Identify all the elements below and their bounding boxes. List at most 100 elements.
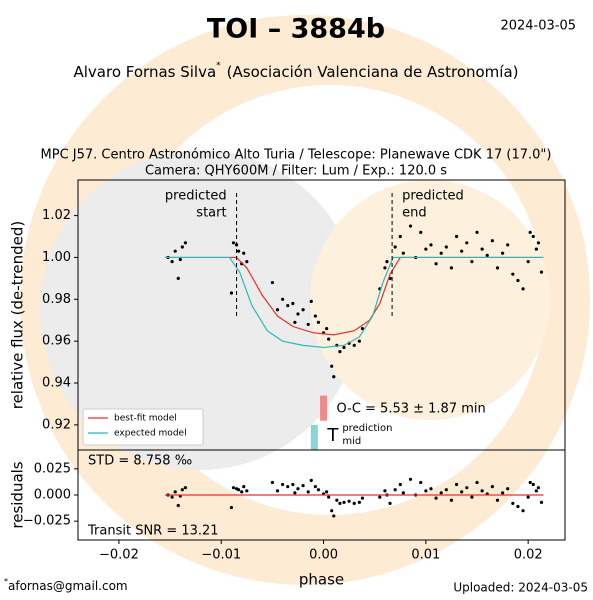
data-point: [475, 480, 479, 485]
data-point: [465, 241, 469, 245]
data-point: [506, 487, 510, 491]
data-point: [316, 488, 321, 492]
author-mark: *: [216, 61, 221, 71]
data-point: [231, 486, 236, 490]
oc-bar: [320, 395, 328, 421]
data-point: [170, 260, 174, 264]
data-point: [454, 482, 459, 487]
legend-label: best-fit model: [114, 414, 177, 424]
data-point: [325, 327, 329, 331]
data-point: [342, 500, 346, 504]
email-line: *afornas@gmail.com: [4, 577, 128, 593]
data-point: [439, 251, 443, 255]
data-point: [313, 485, 317, 489]
data-point: [293, 320, 297, 324]
data-point: [383, 266, 387, 270]
data-point: [309, 299, 313, 303]
y-tick-label: 0.94: [42, 376, 71, 391]
data-point: [281, 297, 285, 301]
date: 2024-03-05: [500, 19, 576, 34]
data-point: [242, 485, 246, 489]
model-line: [164, 256, 544, 336]
data-point: [465, 486, 469, 490]
data-point: [176, 503, 180, 508]
data-point: [330, 509, 334, 513]
data-point: [526, 495, 530, 499]
data-point: [521, 509, 525, 513]
data-point: [490, 239, 494, 243]
prediction-sup: prediction: [342, 423, 392, 434]
data-point: [275, 308, 280, 312]
model-line: [164, 256, 544, 349]
data-point: [296, 487, 300, 491]
data-point: [454, 234, 459, 239]
data-point: [434, 496, 438, 500]
x-tick-label: −0.02: [99, 548, 139, 563]
data-point: [332, 514, 336, 518]
data-point: [401, 251, 405, 255]
y-tick-label: 0.98: [42, 292, 71, 307]
data-point: [449, 498, 454, 502]
data-point: [536, 241, 540, 245]
data-point: [401, 491, 405, 495]
data-point: [270, 480, 274, 485]
data-point: [388, 501, 392, 505]
data-point: [301, 308, 305, 312]
data-point: [385, 260, 389, 264]
x-tick-label: −0.01: [201, 548, 241, 563]
data-point: [470, 495, 474, 499]
data-point: [460, 249, 464, 253]
data-point: [242, 251, 246, 255]
data-point: [313, 314, 317, 318]
data-point: [178, 257, 182, 262]
data-point: [424, 247, 428, 251]
data-point: [170, 495, 174, 499]
data-point: [495, 498, 500, 502]
data-point: [301, 483, 305, 488]
data-point: [419, 230, 423, 234]
y-axis-label: residuals: [9, 461, 27, 528]
legend-box: [82, 408, 204, 446]
data-point: [526, 260, 530, 264]
data-point: [434, 262, 438, 266]
data-point: [237, 488, 241, 492]
prediction-bar: [310, 424, 318, 450]
data-point: [393, 488, 397, 492]
data-point: [500, 491, 505, 495]
data-point: [183, 241, 188, 245]
data-point: [485, 253, 489, 257]
data-point: [338, 350, 342, 354]
data-point: [521, 287, 525, 291]
data-point: [480, 247, 484, 251]
oc-label: O-C = 5.53 ± 1.87 min: [337, 402, 486, 417]
data-point: [506, 243, 510, 247]
data-point: [325, 490, 329, 494]
predicted-label: predicted: [402, 189, 464, 204]
x-axis-label: phase: [299, 571, 344, 589]
data-point: [393, 245, 397, 249]
data-point: [352, 501, 356, 505]
data-point: [444, 488, 448, 492]
data-point: [449, 266, 454, 270]
watermark-o: [310, 180, 550, 420]
legend-label: expected model: [114, 429, 187, 439]
watermark: [20, 15, 590, 585]
data-point: [383, 489, 387, 493]
data-point: [330, 364, 334, 368]
predicted-label: predicted: [165, 189, 227, 204]
data-point: [352, 343, 356, 347]
data-point: [516, 278, 520, 283]
data-point: [327, 337, 331, 341]
y-tick-label: 0.96: [42, 334, 71, 349]
data-point: [229, 505, 234, 510]
std-label: STD = 8.758 ‰: [88, 454, 192, 469]
y-tick-label: 0.025: [34, 461, 71, 476]
data-point: [408, 224, 413, 228]
x-tick-label: 0.02: [514, 548, 543, 563]
data-point: [180, 245, 184, 249]
data-point: [516, 504, 520, 509]
y-axis-label: relative flux (de-trended): [9, 221, 27, 410]
author: Alvaro Fornas Silva: [73, 63, 216, 81]
email-mark: *: [4, 577, 8, 586]
data-point: [408, 477, 413, 481]
